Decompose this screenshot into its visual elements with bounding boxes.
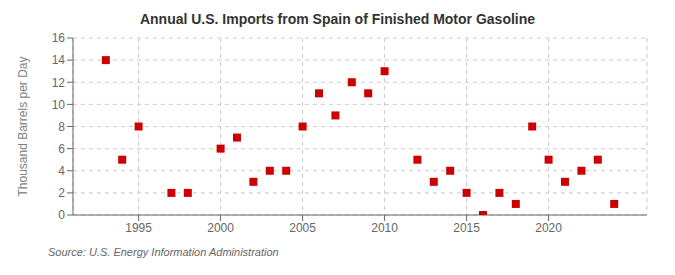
html-text:Annual U.S. Imports from Spain: Annual U.S. Imports from Spain of Finish… — [139, 11, 536, 27]
svg-text:2010: 2010 — [371, 221, 398, 235]
svg-text:10: 10 — [52, 98, 66, 112]
svg-text:2005: 2005 — [289, 221, 316, 235]
svg-text:16: 16 — [52, 31, 66, 45]
svg-text:0: 0 — [58, 208, 65, 222]
svg-text:2000: 2000 — [207, 221, 234, 235]
svg-text:2020: 2020 — [535, 221, 562, 235]
svg-text:Thousand Barrels per Day: Thousand Barrels per Day — [16, 56, 30, 196]
svg-text:2: 2 — [58, 186, 65, 200]
svg-text:14: 14 — [52, 53, 66, 67]
svg-text:4: 4 — [58, 164, 65, 178]
svg-text:2015: 2015 — [453, 221, 480, 235]
svg-text:6: 6 — [58, 142, 65, 156]
svg-text:1995: 1995 — [125, 221, 152, 235]
svg-text:12: 12 — [52, 76, 66, 90]
svg-text:8: 8 — [58, 120, 65, 134]
html-text:Source: U.S. Energy Informatio: Source: U.S. Energy Information Administ… — [48, 246, 279, 258]
